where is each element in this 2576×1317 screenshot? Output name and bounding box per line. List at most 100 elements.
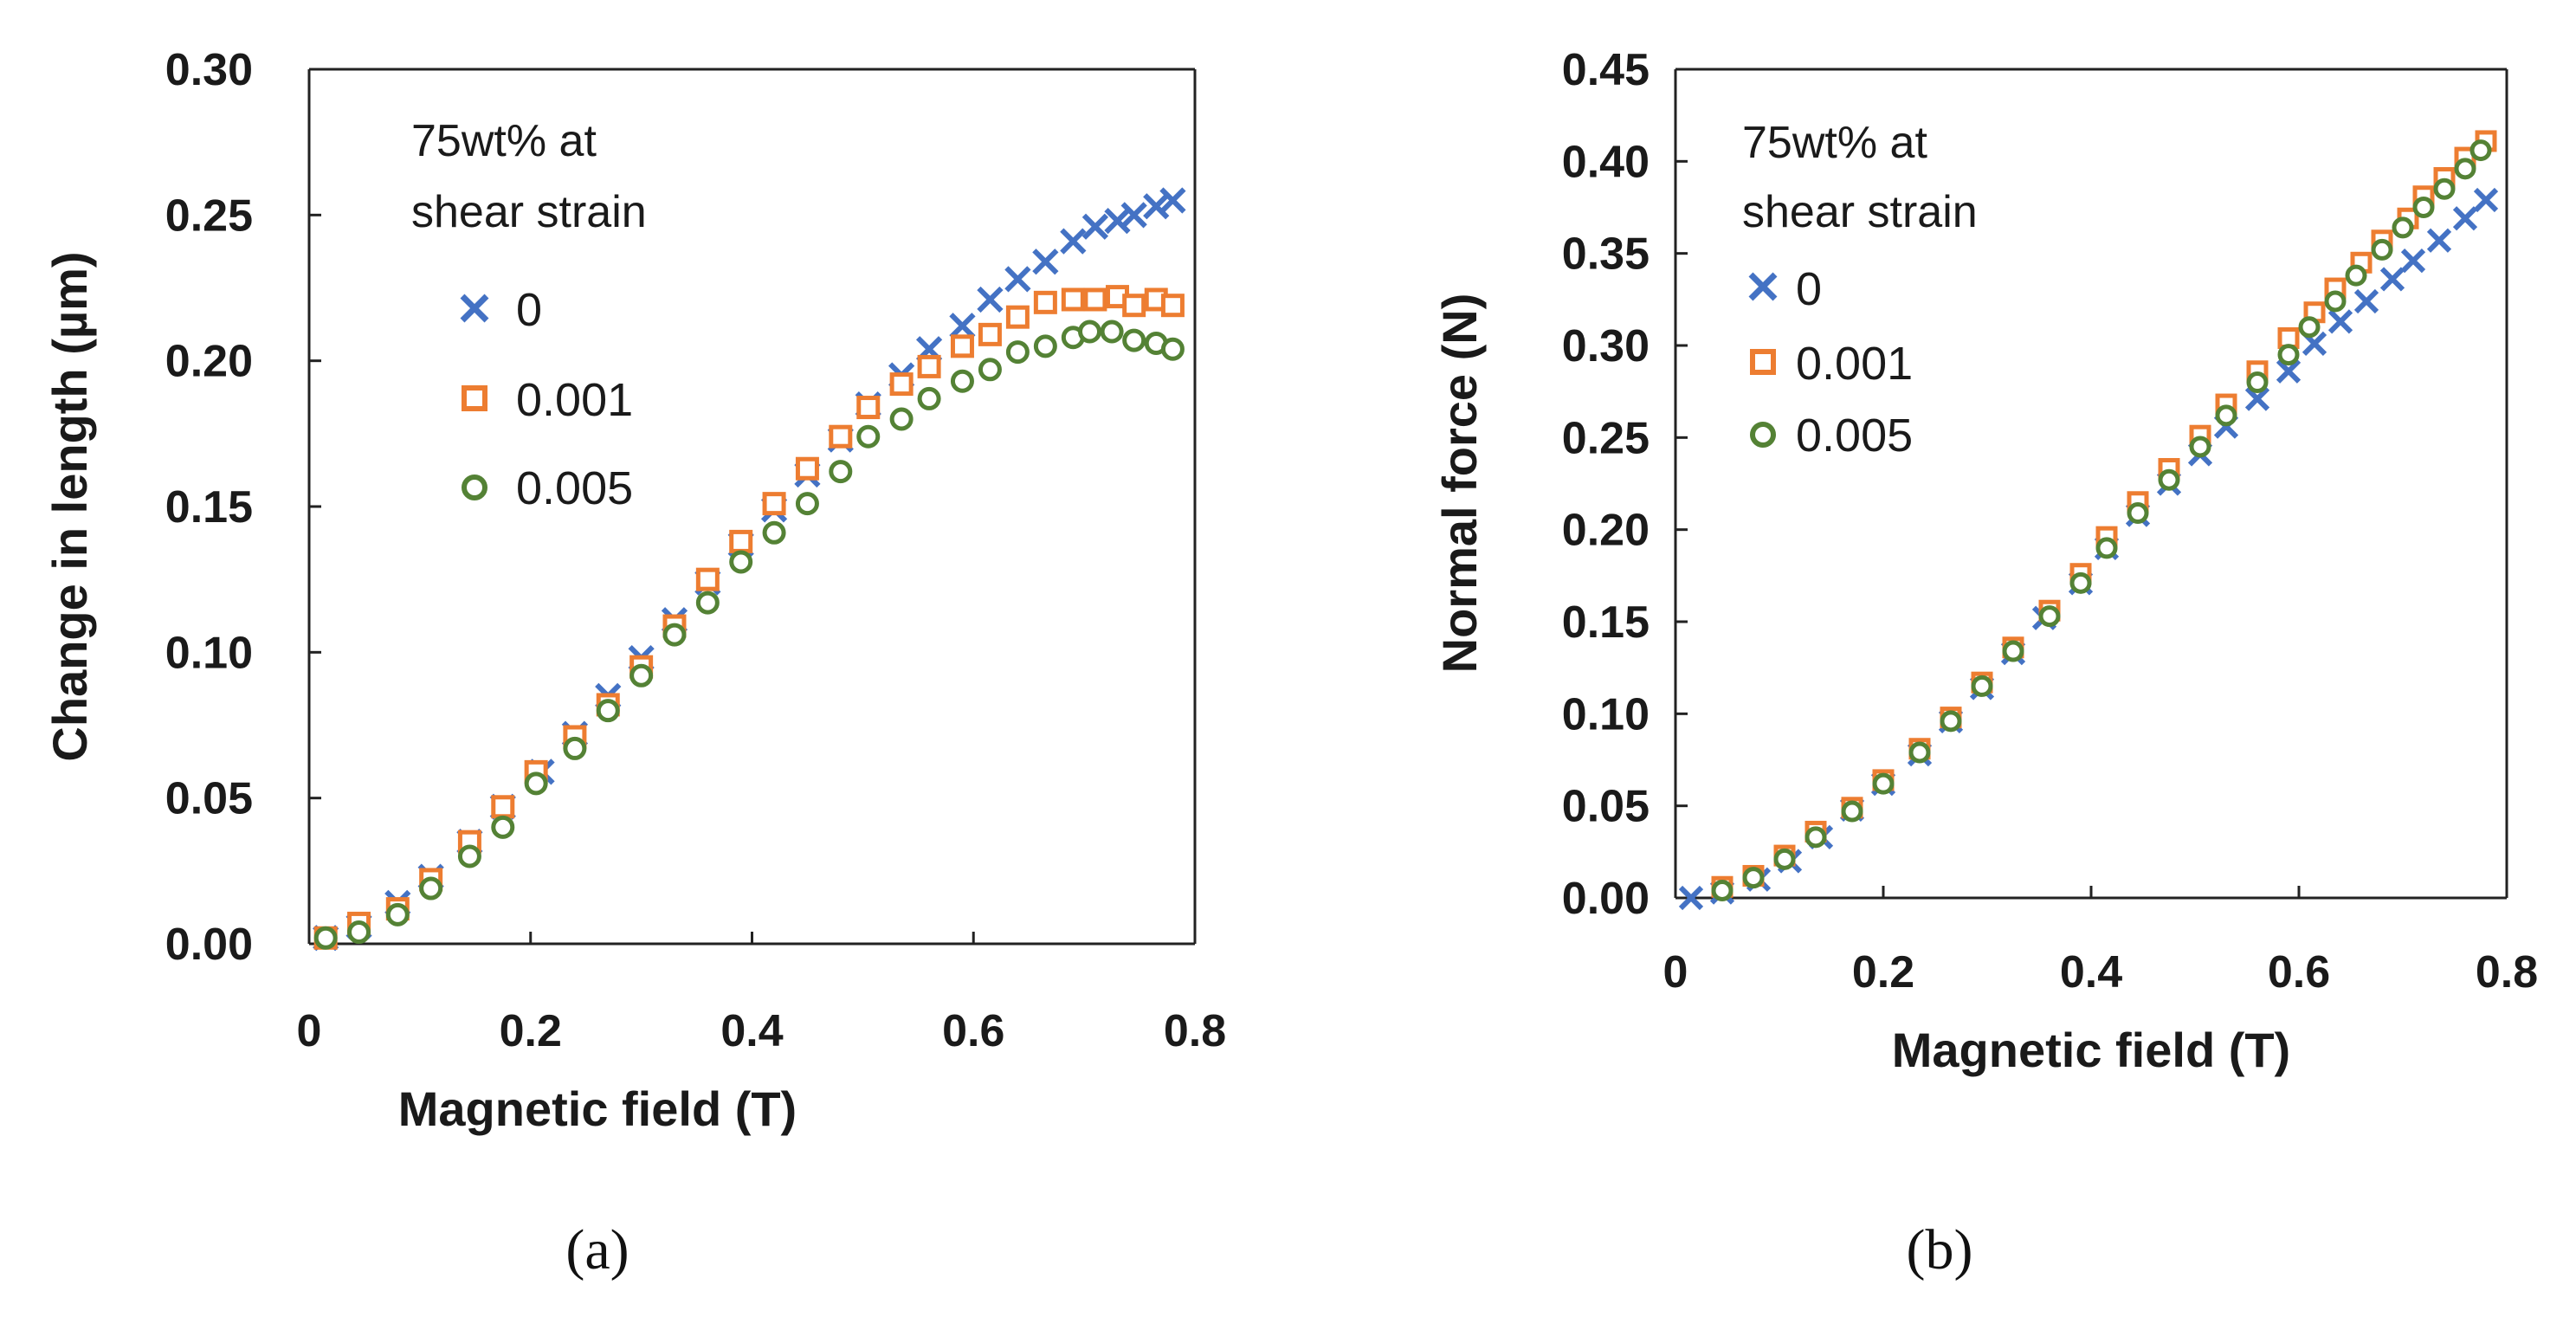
chart-a-point-circle [950, 369, 974, 393]
chart-a-point-circle [1033, 334, 1057, 358]
chart-a-legend-item-1: 0.001 [462, 374, 633, 426]
chart-a-point-circle [1160, 337, 1185, 361]
chart-b-point-circle [2324, 290, 2347, 313]
chart-a-point-square [729, 529, 753, 553]
chart-b-point-circle [1872, 772, 1895, 795]
chart-b-point-circle [2392, 216, 2414, 239]
chart-b-legend-label-1: 0.001 [1796, 338, 1913, 390]
chart-a-point-x [1081, 213, 1109, 240]
chart-b-x-tick-label: 0.6 [2268, 947, 2330, 997]
chart-b-point-circle [1841, 800, 1863, 823]
chart-a-point-square [1061, 287, 1085, 312]
chart-a-point-square [917, 354, 941, 378]
chart-a-y-tick-label: 0.30 [165, 45, 253, 95]
chart-b-point-x [2473, 187, 2499, 213]
chart-a-y-axis-label: Change in length (µm) [42, 251, 97, 761]
chart-b-point-circle [2454, 158, 2476, 180]
chart-b-y-tick-label: 0.20 [1562, 506, 1650, 556]
chart-a-point-square [491, 795, 515, 819]
chart-b-series-circle [1711, 139, 2492, 901]
chart-b-y-tick-label: 0.15 [1562, 597, 1650, 648]
chart-b: 0.000.050.100.150.200.250.300.350.400.45… [1432, 45, 2538, 1281]
chart-a-point-circle [1005, 340, 1030, 365]
chart-a-point-circle [491, 815, 515, 839]
chart-b-point-circle [2412, 197, 2435, 218]
chart-b-y-ticks: 0.00 0.05 0.10 0.15 0.20 0.25 0.30 0.35 0.40 0.45 [1562, 45, 1688, 924]
chart-b-point-x [2327, 309, 2353, 334]
chart-a-point-square [1083, 287, 1107, 312]
chart-a-series-circle [313, 320, 1185, 950]
chart-b-y-tick-label: 0.40 [1562, 137, 1650, 187]
chart-b-point-x [2353, 288, 2379, 314]
chart-a-x-tick-label: 0.6 [942, 1006, 1004, 1056]
chart-b-point-circle [1940, 710, 1962, 733]
chart-a-point-circle [762, 520, 786, 545]
chart-b-y-tick-label: 0.10 [1562, 689, 1650, 739]
chart-a-y-tick-label: 0.15 [165, 482, 253, 533]
chart-b-point-circle [2127, 502, 2149, 525]
chart-b-x-tick-label: 0.2 [1852, 947, 1914, 997]
chart-b-legend-label-0: 0 [1796, 263, 1822, 315]
chart-a-point-circle [347, 920, 371, 945]
chart-a-x-tick-label: 0.2 [500, 1006, 562, 1056]
chart-a-point-square [1122, 294, 1146, 318]
chart-b-y-tick-label: 0.00 [1562, 874, 1650, 924]
chart-a-point-circle [524, 771, 548, 796]
chart-b-y-tick-label: 0.45 [1562, 45, 1650, 95]
chart-b-y-tick-label: 0.25 [1562, 413, 1650, 463]
chart-a-point-circle [1122, 328, 1146, 352]
chart-b-point-circle [1773, 848, 1796, 870]
chart-a-series-square [313, 285, 1185, 950]
chart-b-x-tick-label: 0 [1663, 947, 1688, 997]
chart-b-point-x [2400, 249, 2426, 274]
chart-a-point-square [695, 567, 720, 591]
chart-a-point-square [1005, 305, 1030, 329]
chart-a-point-circle [662, 623, 687, 647]
chart-a-x-axis-label: Magnetic field (T) [398, 1081, 797, 1136]
chart-b-point-circle [1742, 867, 1765, 889]
chart-a-point-square [829, 424, 853, 449]
chart-b-y-tick-label: 0.35 [1562, 229, 1650, 280]
chart-a-y-tick-label: 0.25 [165, 190, 253, 241]
chart-a-point-circle [313, 926, 338, 950]
chart-b-point-circle [2433, 178, 2456, 200]
chart-a-legend-item-0: 0 [460, 284, 542, 336]
chart-a-point-x [1004, 266, 1031, 293]
chart-a-legend-label-2: 0.005 [516, 462, 633, 514]
chart-a-point-x [1104, 207, 1131, 235]
chart-b-point-circle [2158, 468, 2180, 491]
chart-b-point-circle [2069, 571, 2092, 594]
chart-b-y-axis-label: Normal force (N) [1432, 294, 1487, 674]
chart-a-point-circle [563, 736, 587, 760]
chart-a-point-square [795, 456, 819, 481]
chart-a-y-tick-label: 0.00 [165, 920, 253, 970]
chart-b-point-circle [2277, 344, 2300, 366]
chart-a-point-circle [856, 424, 881, 449]
chart-b-x-tick-label: 0.8 [2476, 947, 2538, 997]
chart-b-point-circle [2469, 139, 2492, 162]
chart-a-legend-label-0: 0 [516, 284, 542, 336]
chart-b-point-circle [2095, 537, 2118, 559]
chart-a-point-circle [829, 460, 853, 484]
chart-b-point-circle [1971, 675, 1993, 697]
chart-b-legend-item-2: 0.005 [1750, 410, 1913, 462]
chart-b-point-circle [2002, 640, 2024, 662]
chart-b-legend-circle-marker [1750, 422, 1776, 448]
chart-a-point-circle [1078, 320, 1102, 344]
chart-a-point-circle [729, 550, 753, 574]
chart-b-point-x [2276, 358, 2302, 384]
chart-b-legend-x-marker [1748, 272, 1778, 301]
chart-a-y-tick-label: 0.10 [165, 628, 253, 678]
chart-a-point-circle [978, 358, 1002, 382]
chart-a-point-square [978, 322, 1002, 346]
chart-a-x-tick-label: 0 [297, 1006, 322, 1056]
chart-b-point-x [1678, 885, 1704, 911]
chart-b-series [1678, 130, 2499, 911]
chart-a-legend-x-marker [460, 294, 489, 323]
chart-b-point-circle [1804, 826, 1827, 849]
chart-b-point-circle [2215, 404, 2237, 427]
chart-a-y-tick-label: 0.05 [165, 774, 253, 824]
chart-a-point-circle [695, 591, 720, 615]
chart-a-point-circle [385, 902, 410, 926]
